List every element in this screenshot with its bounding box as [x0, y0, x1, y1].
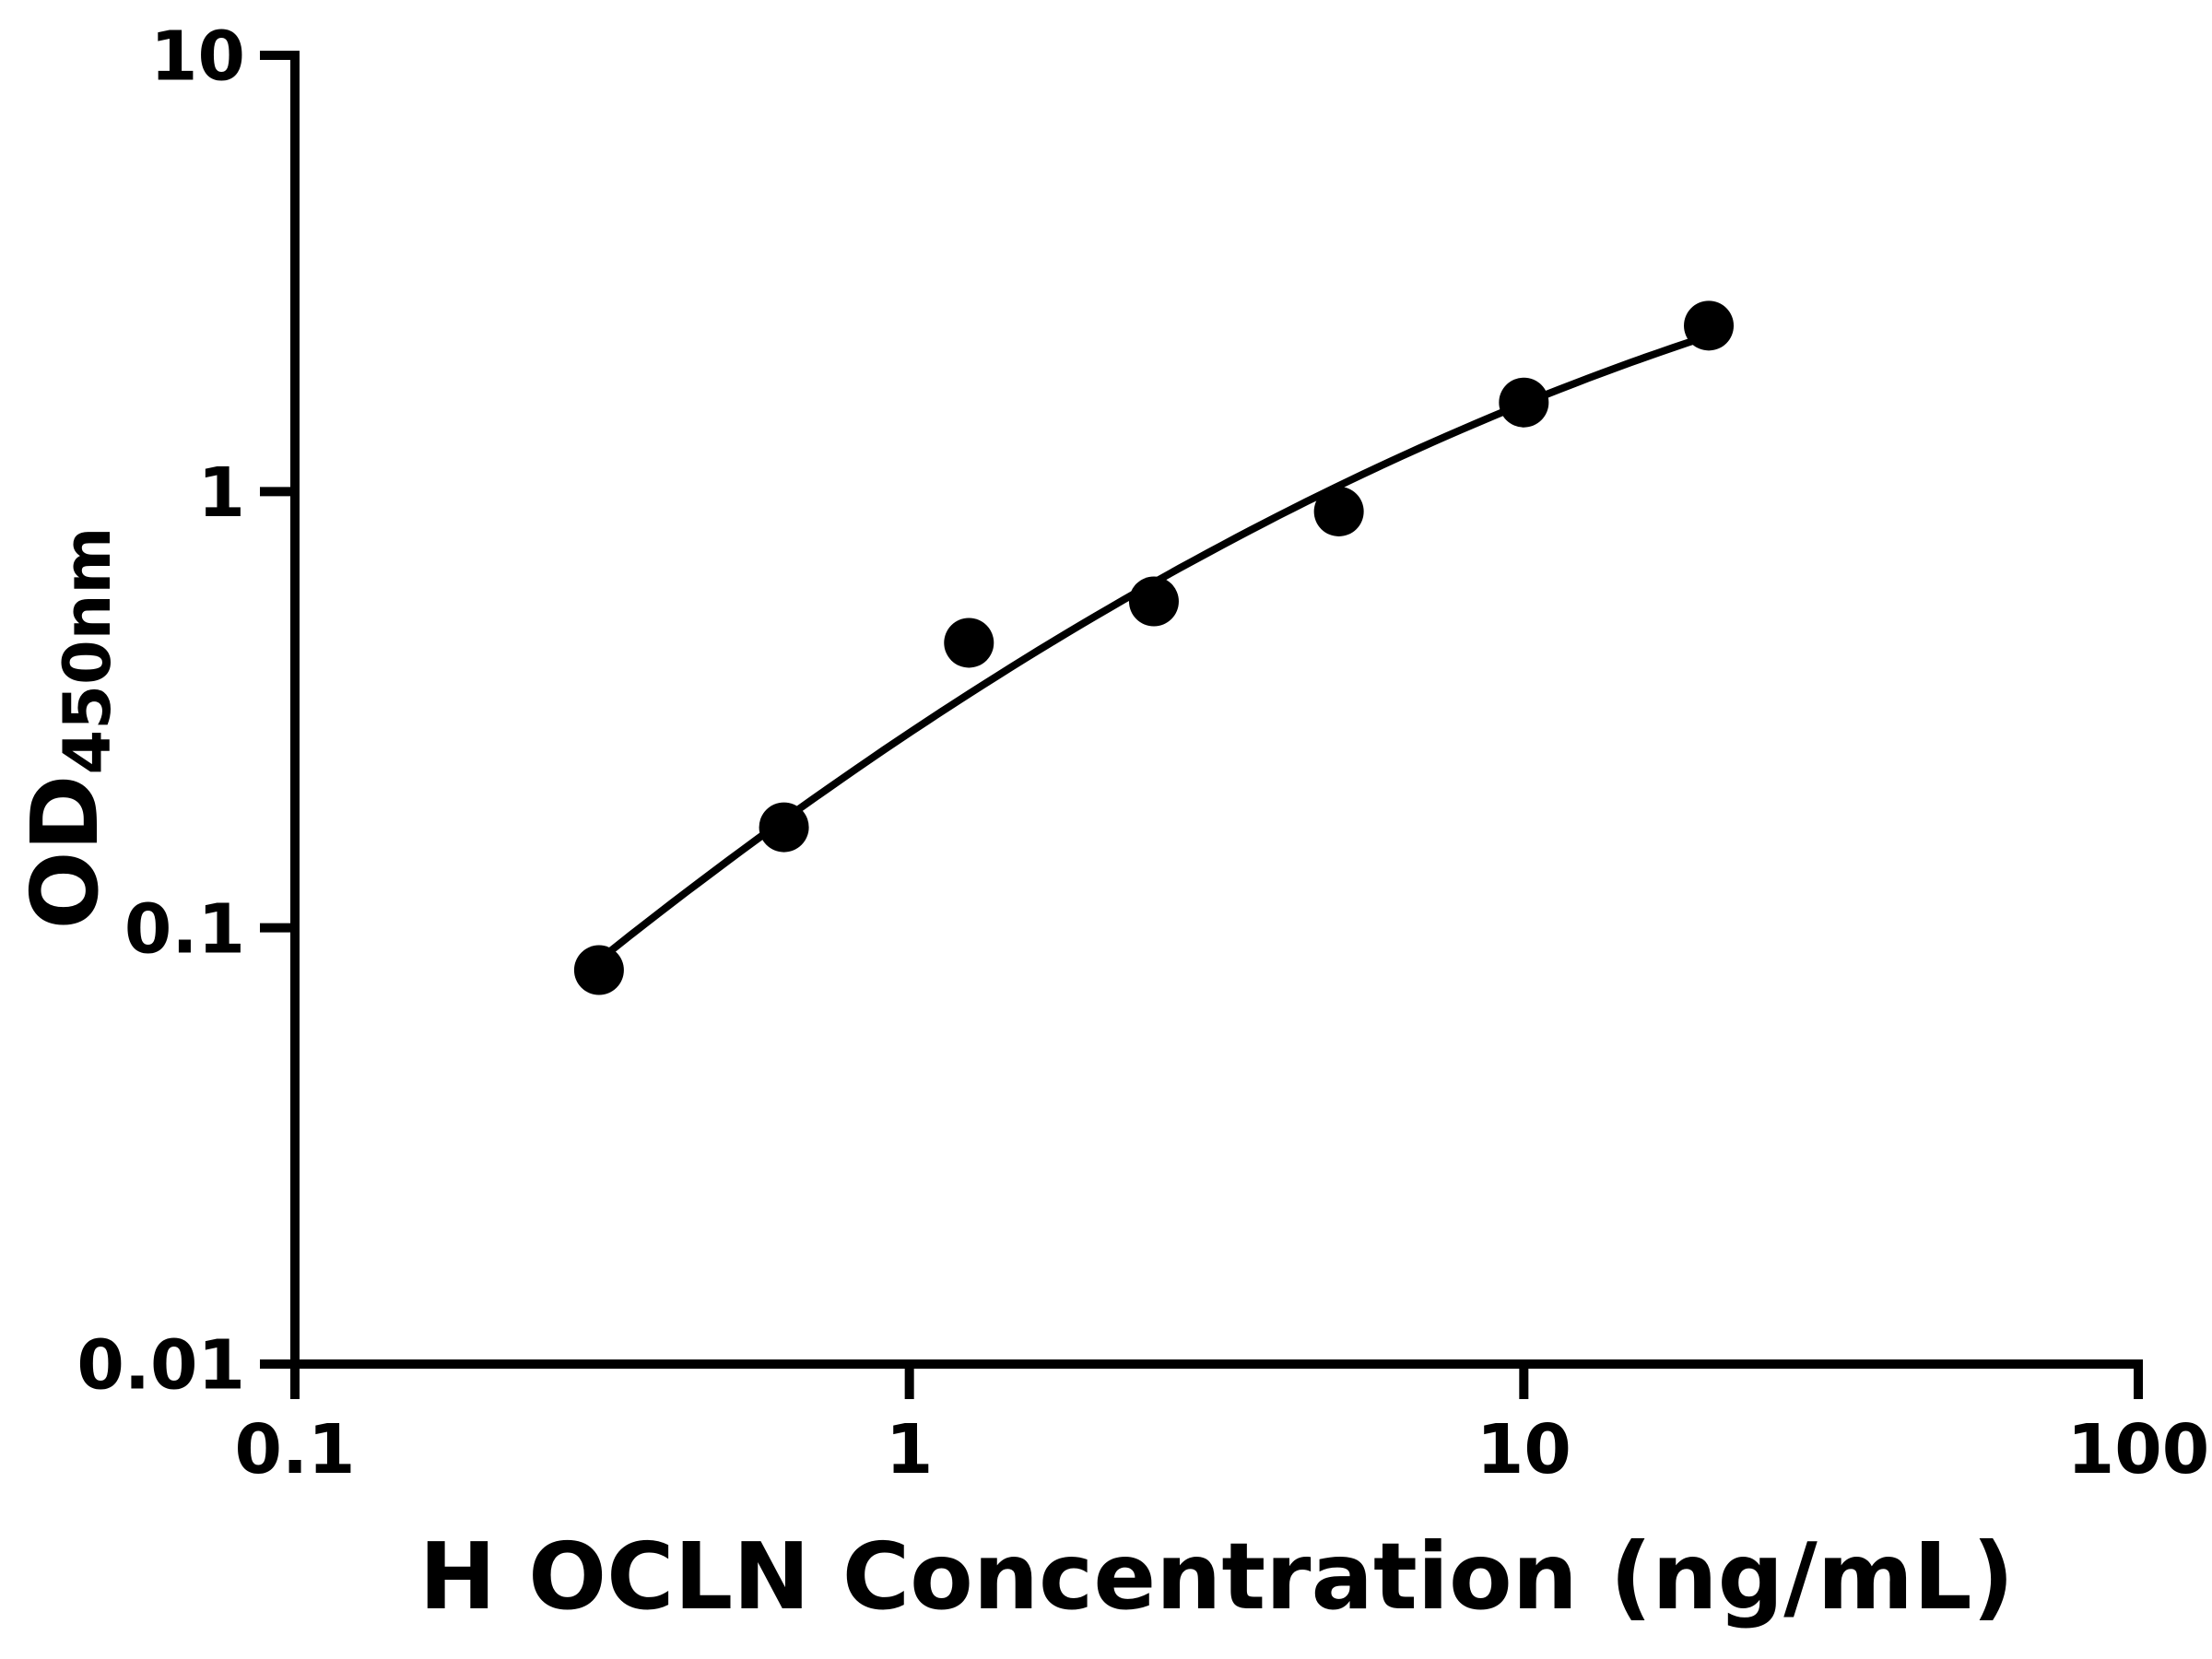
x-tick-label: 1: [886, 1410, 934, 1489]
axes-lines: [290, 51, 2143, 1369]
y-axis-title-main: OD: [11, 774, 119, 929]
y-axis-title-subscript: 450nm: [50, 527, 125, 775]
data-point: [1499, 377, 1549, 428]
y-tick-label: 1: [198, 453, 246, 533]
y-tick-label: 0.01: [76, 1326, 245, 1406]
data-point: [1128, 576, 1179, 627]
data-point: [944, 618, 994, 668]
data-point: [1313, 486, 1364, 536]
x-axis-title: H OCLN Concentration (ng/mL): [419, 1523, 2015, 1630]
fit-curve: [584, 329, 1720, 973]
y-tick-label: 10: [150, 18, 245, 97]
data-point: [573, 945, 624, 995]
x-tick-label: 0.1: [234, 1410, 355, 1489]
x-tick-label: 10: [1477, 1410, 1571, 1489]
x-tick-label: 100: [2067, 1410, 2209, 1489]
data-point: [759, 802, 809, 853]
y-axis-title: OD450nm: [11, 527, 125, 930]
y-tick-label: 0.1: [124, 889, 245, 969]
data-point: [1684, 300, 1735, 351]
